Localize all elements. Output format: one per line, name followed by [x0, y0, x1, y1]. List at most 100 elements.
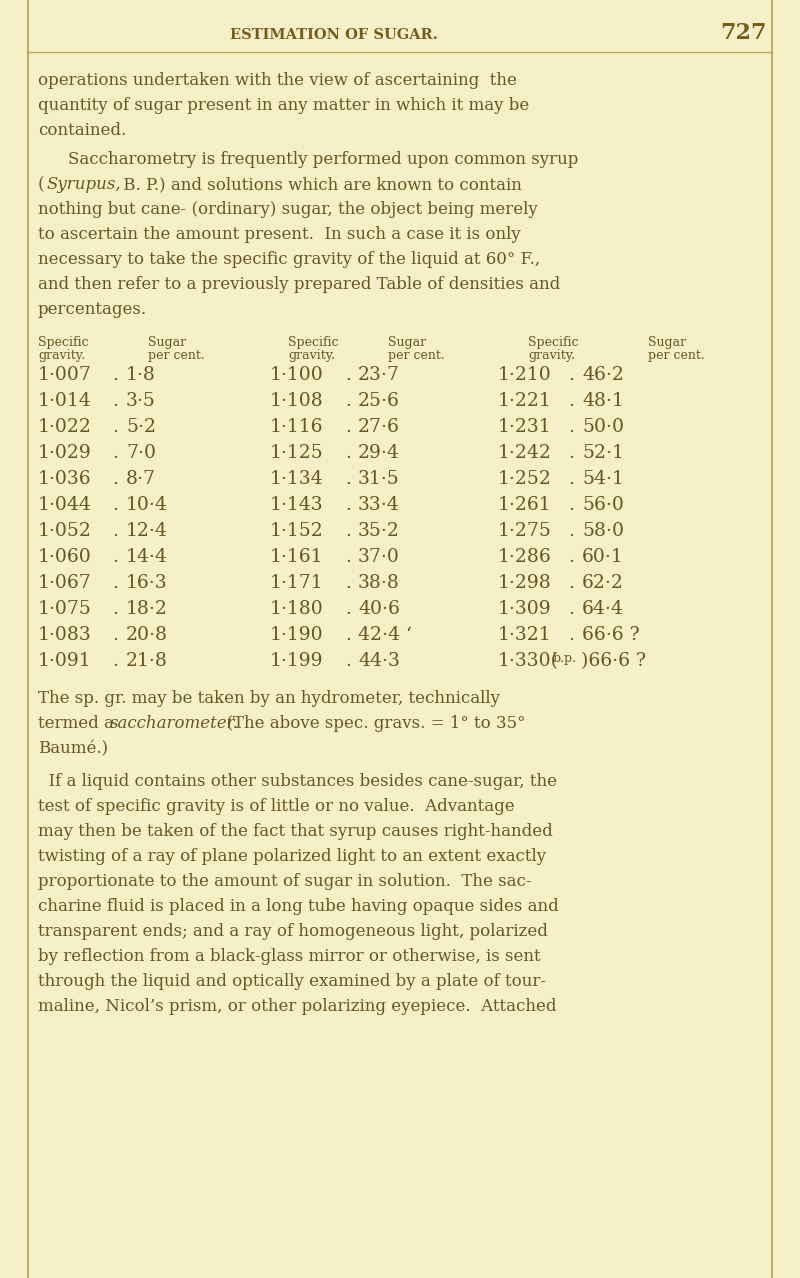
Text: .: . — [568, 418, 574, 436]
Text: If a liquid contains other substances besides cane-sugar, the: If a liquid contains other substances be… — [38, 773, 557, 790]
Text: 62·2: 62·2 — [582, 574, 624, 592]
Text: 1·171: 1·171 — [270, 574, 324, 592]
Text: per cent.: per cent. — [148, 349, 205, 362]
Text: 1·007: 1·007 — [38, 366, 92, 383]
Text: gravity.: gravity. — [528, 349, 575, 362]
Text: test of specific gravity is of little or no value.  Advantage: test of specific gravity is of little or… — [38, 797, 514, 815]
Text: transparent ends; and a ray of homogeneous light, polarized: transparent ends; and a ray of homogeneo… — [38, 923, 548, 941]
Text: 40·6: 40·6 — [358, 599, 400, 619]
Text: B. P.) and solutions which are known to contain: B. P.) and solutions which are known to … — [118, 176, 522, 193]
Text: 727: 727 — [720, 22, 766, 43]
Text: .: . — [345, 418, 351, 436]
Text: 1·067: 1·067 — [38, 574, 92, 592]
Text: 1·029: 1·029 — [38, 443, 92, 463]
Text: may then be taken of the fact that syrup causes right-handed: may then be taken of the fact that syrup… — [38, 823, 553, 840]
Text: Saccharometry is frequently performed upon common syrup: Saccharometry is frequently performed up… — [68, 151, 578, 167]
Text: .: . — [568, 521, 574, 541]
Text: 33·4: 33·4 — [358, 496, 400, 514]
Text: 35·2: 35·2 — [358, 521, 400, 541]
Text: b.p.: b.p. — [553, 652, 577, 665]
Text: 38·8: 38·8 — [358, 574, 400, 592]
Text: twisting of a ray of plane polarized light to an extent exactly: twisting of a ray of plane polarized lig… — [38, 849, 546, 865]
Text: 1·275: 1·275 — [498, 521, 552, 541]
Text: .: . — [112, 626, 118, 644]
Text: .: . — [345, 521, 351, 541]
Text: .: . — [568, 626, 574, 644]
Text: 1·252: 1·252 — [498, 470, 552, 488]
Text: .: . — [345, 548, 351, 566]
Text: (: ( — [38, 176, 45, 193]
Text: .: . — [112, 470, 118, 488]
Text: operations undertaken with the view of ascertaining  the: operations undertaken with the view of a… — [38, 72, 517, 89]
Text: 1·152: 1·152 — [270, 521, 324, 541]
Text: .: . — [112, 418, 118, 436]
Text: maline, Nicol’s prism, or other polarizing eyepiece.  Attached: maline, Nicol’s prism, or other polarizi… — [38, 998, 557, 1015]
Text: .: . — [112, 392, 118, 410]
Text: .: . — [112, 366, 118, 383]
Text: .: . — [568, 599, 574, 619]
Text: percentages.: percentages. — [38, 302, 147, 318]
Text: 1·221: 1·221 — [498, 392, 552, 410]
Text: 5·2: 5·2 — [126, 418, 156, 436]
Text: .: . — [568, 574, 574, 592]
Text: 12·4: 12·4 — [126, 521, 168, 541]
Text: necessary to take the specific gravity of the liquid at 60° F.,: necessary to take the specific gravity o… — [38, 250, 540, 268]
Text: termed a: termed a — [38, 714, 119, 732]
Text: (The above spec. gravs. = 1° to 35°: (The above spec. gravs. = 1° to 35° — [216, 714, 526, 732]
Text: per cent.: per cent. — [388, 349, 445, 362]
Text: .: . — [568, 392, 574, 410]
Text: .: . — [568, 496, 574, 514]
Text: .: . — [112, 521, 118, 541]
Text: 1·100: 1·100 — [270, 366, 324, 383]
Text: .: . — [568, 470, 574, 488]
Text: 31·5: 31·5 — [358, 470, 400, 488]
Text: 1·261: 1·261 — [498, 496, 552, 514]
Text: Syrupus,: Syrupus, — [47, 176, 122, 193]
Text: 1·143: 1·143 — [270, 496, 324, 514]
Text: 1·199: 1·199 — [270, 652, 323, 670]
Text: 1·052: 1·052 — [38, 521, 92, 541]
Text: .: . — [345, 366, 351, 383]
Text: 66·6 ?: 66·6 ? — [582, 626, 640, 644]
Text: 18·2: 18·2 — [126, 599, 168, 619]
Text: ESTIMATION OF SUGAR.: ESTIMATION OF SUGAR. — [230, 28, 438, 42]
Text: gravity.: gravity. — [288, 349, 335, 362]
Text: 1·309: 1·309 — [498, 599, 552, 619]
Text: 1·161: 1·161 — [270, 548, 323, 566]
Text: 1·321: 1·321 — [498, 626, 552, 644]
Text: 1·091: 1·091 — [38, 652, 92, 670]
Text: 14·4: 14·4 — [126, 548, 168, 566]
Text: .: . — [568, 366, 574, 383]
Text: 1·022: 1·022 — [38, 418, 92, 436]
Text: 1·125: 1·125 — [270, 443, 324, 463]
Text: Sugar: Sugar — [648, 336, 686, 349]
Text: 1·242: 1·242 — [498, 443, 552, 463]
Text: and then refer to a previously prepared Table of densities and: and then refer to a previously prepared … — [38, 276, 560, 293]
Text: nothing but cane- (ordinary) sugar, the object being merely: nothing but cane- (ordinary) sugar, the … — [38, 201, 538, 219]
Text: .: . — [345, 599, 351, 619]
Text: .: . — [345, 496, 351, 514]
Text: 52·1: 52·1 — [582, 443, 624, 463]
Text: 37·0: 37·0 — [358, 548, 400, 566]
Text: 7·0: 7·0 — [126, 443, 156, 463]
Text: 1·116: 1·116 — [270, 418, 323, 436]
Text: gravity.: gravity. — [38, 349, 85, 362]
Text: .: . — [345, 392, 351, 410]
Text: contained.: contained. — [38, 121, 126, 139]
Text: 1·014: 1·014 — [38, 392, 92, 410]
Text: 64·4: 64·4 — [582, 599, 624, 619]
Text: 1·075: 1·075 — [38, 599, 92, 619]
Text: 1·298: 1·298 — [498, 574, 552, 592]
Text: 20·8: 20·8 — [126, 626, 168, 644]
Text: .: . — [568, 548, 574, 566]
Text: 8·7: 8·7 — [126, 470, 156, 488]
Text: .: . — [345, 626, 351, 644]
Text: 1·134: 1·134 — [270, 470, 324, 488]
Text: per cent.: per cent. — [648, 349, 705, 362]
Text: Specific: Specific — [528, 336, 578, 349]
Text: .: . — [112, 548, 118, 566]
Text: 42·4 ‘: 42·4 ‘ — [358, 626, 412, 644]
Text: Sugar: Sugar — [148, 336, 186, 349]
Text: 44·3: 44·3 — [358, 652, 400, 670]
Text: to ascertain the amount present.  In such a case it is only: to ascertain the amount present. In such… — [38, 226, 521, 243]
